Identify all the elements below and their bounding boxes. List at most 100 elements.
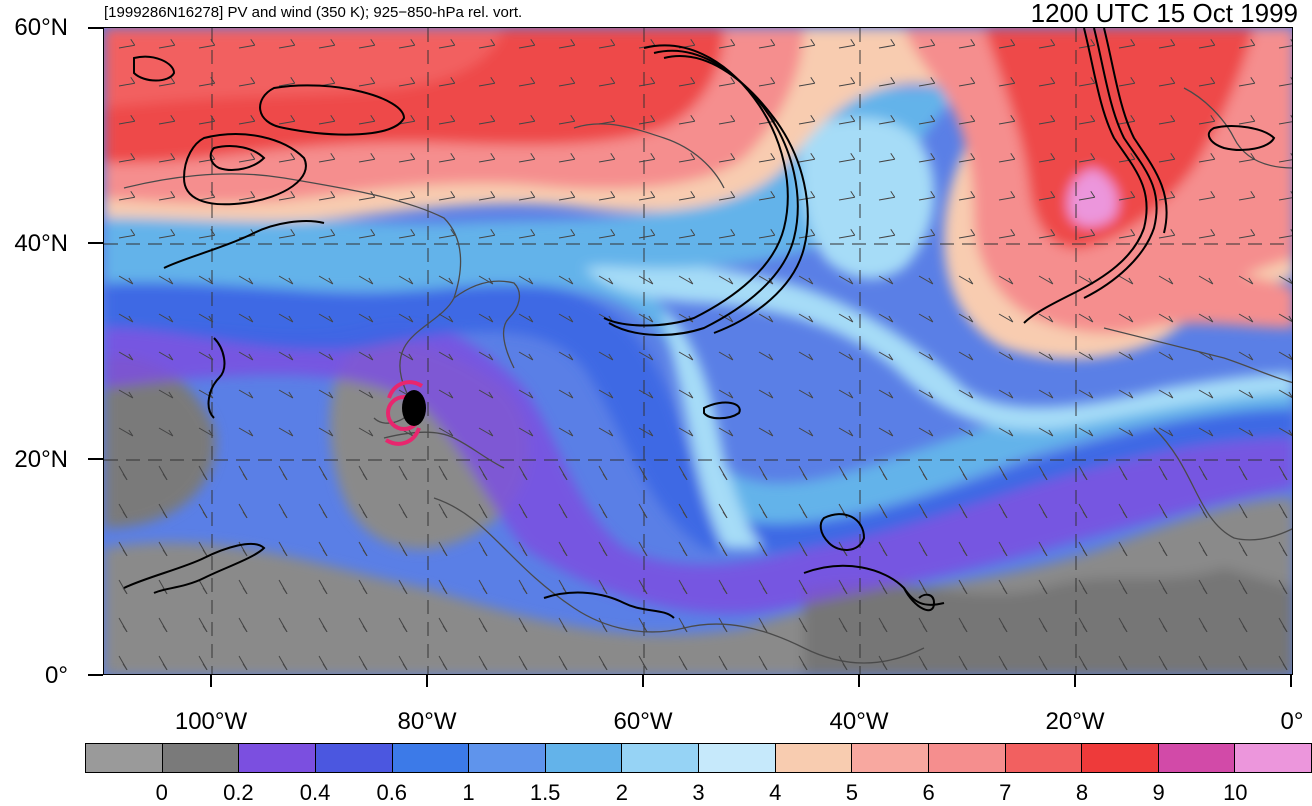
wind-barb bbox=[358, 389, 374, 399]
wind-barb-flag bbox=[448, 391, 454, 399]
wind-barb-flag bbox=[890, 228, 896, 236]
wind-barb bbox=[838, 275, 854, 285]
wind-barb-flag bbox=[1002, 587, 1008, 595]
colorbar-box bbox=[315, 744, 393, 772]
wind-barb bbox=[758, 196, 775, 201]
wind-barb bbox=[1038, 82, 1055, 87]
wind-barb-flag bbox=[1210, 38, 1216, 46]
wind-barb-flag bbox=[1168, 429, 1174, 437]
wind-barb bbox=[638, 389, 654, 399]
wind-barb-flag bbox=[762, 587, 768, 595]
colorbar-label: 1 bbox=[462, 780, 475, 805]
wind-barb-flag bbox=[488, 277, 494, 285]
wind-barb-flag bbox=[610, 152, 616, 160]
wind-barb bbox=[758, 389, 774, 399]
wind-barb-flag bbox=[130, 76, 136, 84]
wind-barb-flag bbox=[122, 587, 128, 595]
wind-barb-flag bbox=[570, 152, 576, 160]
wind-barb bbox=[358, 120, 375, 125]
wind-barb-flag bbox=[530, 190, 536, 198]
wind-barb bbox=[358, 82, 375, 87]
wind-barb-flag bbox=[1208, 315, 1214, 323]
wind-barb bbox=[1118, 196, 1135, 201]
wind-barb bbox=[158, 427, 174, 437]
wind-barb-flag bbox=[602, 549, 608, 557]
wind-barb-flag bbox=[442, 587, 448, 595]
wind-barb-flag bbox=[242, 473, 248, 481]
wind-barb bbox=[958, 120, 975, 125]
colorbar-label: 0.4 bbox=[299, 780, 331, 805]
wind-barb-flag bbox=[882, 549, 888, 557]
colorbar-box bbox=[1235, 744, 1311, 772]
wind-barb-flag bbox=[848, 391, 854, 399]
wind-barb-flag bbox=[362, 587, 368, 595]
wind-barb bbox=[758, 275, 774, 285]
wind-barb bbox=[958, 158, 975, 163]
wind-barb bbox=[998, 275, 1014, 285]
wind-barb-flag bbox=[802, 663, 808, 671]
wind-barb-flag bbox=[682, 663, 688, 671]
wind-barb bbox=[1238, 313, 1254, 323]
wind-barb-flag bbox=[410, 38, 416, 46]
wind-barb-flag bbox=[562, 473, 568, 481]
wind-barb bbox=[838, 158, 855, 163]
wind-barb bbox=[798, 158, 815, 163]
wind-barb-flag bbox=[1042, 587, 1048, 595]
wind-barb-flag bbox=[850, 190, 856, 198]
colorbar-label: 0.6 bbox=[376, 780, 408, 805]
wind-barb-flag bbox=[690, 38, 696, 46]
wind-barb-flag bbox=[328, 277, 334, 285]
wind-barb-flag bbox=[1002, 549, 1008, 557]
wind-barb bbox=[598, 389, 614, 399]
wind-barb-flag bbox=[250, 114, 256, 122]
wind-barb bbox=[158, 313, 174, 323]
colorbar-label: 0 bbox=[155, 780, 168, 805]
wind-barb-flag bbox=[442, 549, 448, 557]
wind-barb-flag bbox=[1090, 190, 1096, 198]
wind-barb-flag bbox=[362, 625, 368, 633]
wind-barb-flag bbox=[1208, 429, 1214, 437]
wind-barb bbox=[318, 44, 335, 49]
wind-barb bbox=[358, 427, 374, 437]
wind-barb bbox=[638, 234, 655, 239]
pv-wind-map bbox=[104, 28, 1292, 674]
wind-barb-flag bbox=[1042, 473, 1048, 481]
wind-barb-flag bbox=[1162, 473, 1168, 481]
wind-barb-flag bbox=[1290, 228, 1292, 232]
wind-barb-flag bbox=[208, 353, 214, 361]
wind-barb-flag bbox=[1130, 152, 1136, 160]
wind-barb bbox=[798, 427, 814, 437]
wind-barb-flag bbox=[1088, 429, 1094, 437]
wind-barb-flag bbox=[1088, 391, 1094, 399]
wind-barb bbox=[398, 275, 414, 285]
wind-barb bbox=[1038, 44, 1055, 49]
wind-barb-flag bbox=[530, 228, 536, 236]
wind-barb-flag bbox=[802, 549, 808, 557]
wind-barb-flag bbox=[368, 277, 374, 285]
lat-label-60n: 60°N bbox=[14, 14, 68, 41]
wind-barb bbox=[478, 44, 495, 49]
wind-barb-flag bbox=[490, 152, 496, 160]
vorticity-contours bbox=[123, 28, 1276, 619]
wind-barb-flag bbox=[482, 549, 488, 557]
wind-barb bbox=[238, 427, 254, 437]
lat-label-0: 0° bbox=[45, 662, 68, 689]
wind-barb-flag bbox=[202, 511, 208, 519]
wind-barb-flag bbox=[1282, 473, 1288, 481]
wind-barb-flag bbox=[928, 429, 934, 437]
wind-barb-flag bbox=[490, 38, 496, 46]
wind-barb-flag bbox=[170, 114, 176, 122]
wind-barb-flag bbox=[728, 353, 734, 361]
wind-barb bbox=[438, 120, 455, 125]
wind-barb bbox=[598, 351, 614, 361]
wind-barb-flag bbox=[122, 625, 128, 633]
wind-barb-flag bbox=[528, 353, 534, 361]
wind-barb-flag bbox=[562, 663, 568, 671]
lon-tick bbox=[642, 675, 644, 687]
wind-barb-flag bbox=[1168, 391, 1174, 399]
wind-barb-flag bbox=[888, 391, 894, 399]
wind-barb bbox=[598, 120, 615, 125]
wind-barb bbox=[118, 158, 135, 163]
wind-barb bbox=[558, 234, 575, 239]
wind-barb-flag bbox=[130, 228, 136, 236]
